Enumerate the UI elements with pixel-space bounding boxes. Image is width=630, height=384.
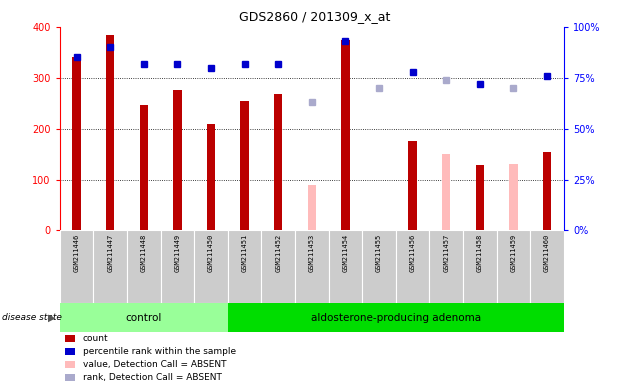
Text: GSM211451: GSM211451 bbox=[242, 234, 248, 272]
Text: GSM211459: GSM211459 bbox=[510, 234, 517, 272]
Bar bbox=[93, 230, 127, 303]
Bar bbox=[408, 141, 417, 230]
Bar bbox=[329, 230, 362, 303]
Text: GSM211456: GSM211456 bbox=[410, 234, 416, 272]
Bar bbox=[543, 152, 551, 230]
Bar bbox=[509, 164, 518, 230]
Bar bbox=[207, 124, 215, 230]
Bar bbox=[60, 303, 228, 332]
Bar bbox=[228, 230, 261, 303]
Bar bbox=[106, 35, 115, 230]
Bar bbox=[228, 303, 564, 332]
Bar bbox=[496, 230, 530, 303]
Bar bbox=[140, 105, 148, 230]
Bar bbox=[442, 154, 450, 230]
Bar bbox=[65, 361, 75, 368]
Text: GSM211449: GSM211449 bbox=[175, 234, 180, 272]
Text: count: count bbox=[83, 334, 108, 343]
Text: GSM211460: GSM211460 bbox=[544, 234, 550, 272]
Bar bbox=[307, 185, 316, 230]
Text: GSM211450: GSM211450 bbox=[208, 234, 214, 272]
Bar bbox=[274, 94, 282, 230]
Bar bbox=[463, 230, 496, 303]
Bar bbox=[430, 230, 463, 303]
Text: GSM211454: GSM211454 bbox=[343, 234, 348, 272]
Text: disease state: disease state bbox=[2, 313, 62, 322]
Text: GSM211447: GSM211447 bbox=[107, 234, 113, 272]
Bar bbox=[241, 101, 249, 230]
Text: control: control bbox=[125, 313, 162, 323]
Text: GSM211457: GSM211457 bbox=[444, 234, 449, 272]
Bar bbox=[396, 230, 430, 303]
Bar bbox=[60, 230, 93, 303]
Text: GSM211458: GSM211458 bbox=[477, 234, 483, 272]
Text: percentile rank within the sample: percentile rank within the sample bbox=[83, 347, 236, 356]
Text: GSM211453: GSM211453 bbox=[309, 234, 315, 272]
Bar bbox=[476, 165, 484, 230]
Bar bbox=[173, 91, 181, 230]
Text: GSM211448: GSM211448 bbox=[141, 234, 147, 272]
Text: aldosterone-producing adenoma: aldosterone-producing adenoma bbox=[311, 313, 481, 323]
Text: rank, Detection Call = ABSENT: rank, Detection Call = ABSENT bbox=[83, 373, 221, 382]
Bar bbox=[161, 230, 194, 303]
Bar bbox=[127, 230, 161, 303]
Bar bbox=[65, 335, 75, 342]
Bar bbox=[194, 230, 228, 303]
Bar bbox=[295, 230, 329, 303]
Bar bbox=[362, 230, 396, 303]
Text: GSM211455: GSM211455 bbox=[376, 234, 382, 272]
Bar bbox=[341, 40, 350, 230]
Bar bbox=[72, 58, 81, 230]
Text: ▶: ▶ bbox=[48, 313, 55, 323]
Bar bbox=[65, 374, 75, 381]
Text: GDS2860 / 201309_x_at: GDS2860 / 201309_x_at bbox=[239, 10, 391, 23]
Text: GSM211446: GSM211446 bbox=[74, 234, 79, 272]
Bar bbox=[530, 230, 564, 303]
Text: GSM211452: GSM211452 bbox=[275, 234, 281, 272]
Bar bbox=[65, 348, 75, 355]
Bar bbox=[261, 230, 295, 303]
Text: value, Detection Call = ABSENT: value, Detection Call = ABSENT bbox=[83, 360, 226, 369]
